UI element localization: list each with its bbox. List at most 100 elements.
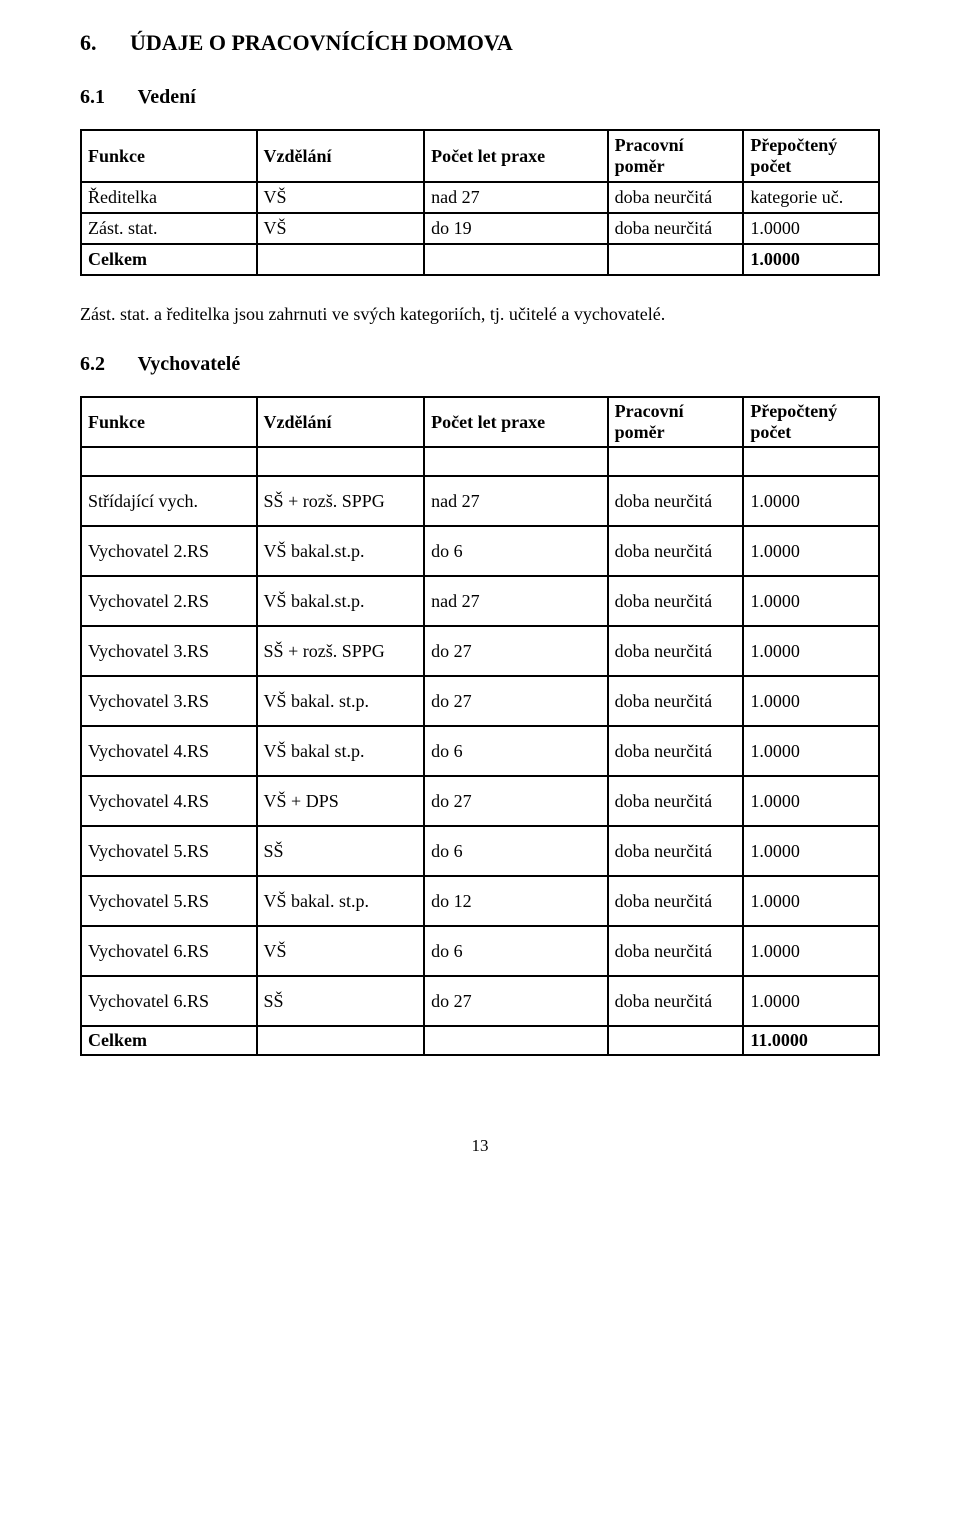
cell-vzdelani: VŠ bakal. st.p. xyxy=(257,676,425,726)
subsection-2-num: 6.2 xyxy=(80,353,105,376)
table-row: Vychovatel 5.RSSŠdo 6doba neurčitá1.0000 xyxy=(81,826,879,876)
table-row: Vychovatel 5.RSVŠ bakal. st.p.do 12doba … xyxy=(81,876,879,926)
cell-funkce: Vychovatel 3.RS xyxy=(81,676,257,726)
table-row: Vychovatel 3.RSVŠ bakal. st.p.do 27doba … xyxy=(81,676,879,726)
cell-funkce: Vychovatel 3.RS xyxy=(81,626,257,676)
table-row: Vychovatel 6.RSSŠdo 27doba neurčitá1.000… xyxy=(81,976,879,1026)
table-row: Vychovatel 4.RSVŠ bakal st.p.do 6doba ne… xyxy=(81,726,879,776)
cell-pocet: 1.0000 xyxy=(743,876,879,926)
table-header-row: Funkce Vzdělání Počet let praxe Pracovní… xyxy=(81,130,879,182)
cell-praxe: do 12 xyxy=(424,876,608,926)
cell-pomer: doba neurčitá xyxy=(608,876,744,926)
cell-pocet: 1.0000 xyxy=(743,676,879,726)
table-cell: VŠ xyxy=(257,213,425,244)
table-cell: 1.0000 xyxy=(743,213,879,244)
cell-funkce: Vychovatel 4.RS xyxy=(81,726,257,776)
total-blank xyxy=(257,1026,425,1055)
page-number: 13 xyxy=(80,1136,880,1156)
th-funkce: Funkce xyxy=(81,130,257,182)
table-row: ŘeditelkaVŠnad 27doba neurčitákategorie … xyxy=(81,182,879,213)
cell-pomer: doba neurčitá xyxy=(608,976,744,1026)
table-row: Zást. stat.VŠdo 19doba neurčitá1.0000 xyxy=(81,213,879,244)
cell-pomer: doba neurčitá xyxy=(608,676,744,726)
cell-pomer: doba neurčitá xyxy=(608,826,744,876)
th-vzdelani: Vzdělání xyxy=(257,130,425,182)
total-value: 1.0000 xyxy=(743,244,879,275)
spacer-cell xyxy=(424,447,608,476)
cell-praxe: do 27 xyxy=(424,776,608,826)
cell-pocet: 1.0000 xyxy=(743,726,879,776)
subsection-2-heading: 6.2 Vychovatelé xyxy=(80,353,880,376)
cell-vzdelani: VŠ bakal st.p. xyxy=(257,726,425,776)
cell-vzdelani: VŠ bakal. st.p. xyxy=(257,876,425,926)
table-row: Vychovatel 2.RSVŠ bakal.st.p.do 6doba ne… xyxy=(81,526,879,576)
cell-funkce: Vychovatel 6.RS xyxy=(81,976,257,1026)
cell-funkce: Vychovatel 4.RS xyxy=(81,776,257,826)
cell-praxe: do 27 xyxy=(424,676,608,726)
table-row: Vychovatel 6.RSVŠdo 6doba neurčitá1.0000 xyxy=(81,926,879,976)
subsection-1-num: 6.1 xyxy=(80,86,105,109)
cell-funkce: Vychovatel 5.RS xyxy=(81,826,257,876)
cell-pocet: 1.0000 xyxy=(743,526,879,576)
cell-praxe: do 6 xyxy=(424,526,608,576)
cell-funkce: Vychovatel 2.RS xyxy=(81,576,257,626)
cell-praxe: nad 27 xyxy=(424,576,608,626)
table-cell: kategorie uč. xyxy=(743,182,879,213)
subsection-2-title: Vychovatelé xyxy=(138,353,241,375)
total-label: Celkem xyxy=(81,1026,257,1055)
table-cell: nad 27 xyxy=(424,182,608,213)
table-cell: doba neurčitá xyxy=(608,182,744,213)
cell-pomer: doba neurčitá xyxy=(608,576,744,626)
spacer-cell xyxy=(608,447,744,476)
table-cell: Zást. stat. xyxy=(81,213,257,244)
table-header-spacer xyxy=(81,447,879,476)
section-heading: 6. ÚDAJE O PRACOVNÍCÍCH DOMOVA xyxy=(80,30,880,56)
th-praxe: Počet let praxe xyxy=(424,397,608,447)
total-blank xyxy=(424,1026,608,1055)
table-cell: VŠ xyxy=(257,182,425,213)
th-pomer: Pracovní poměr xyxy=(608,130,744,182)
total-blank xyxy=(608,244,744,275)
note-paragraph: Zást. stat. a ředitelka jsou zahrnuti ve… xyxy=(80,304,880,325)
total-blank xyxy=(424,244,608,275)
cell-pomer: doba neurčitá xyxy=(608,626,744,676)
cell-pocet: 1.0000 xyxy=(743,626,879,676)
page: 6. ÚDAJE O PRACOVNÍCÍCH DOMOVA 6.1 Veden… xyxy=(0,0,960,1186)
cell-pocet: 1.0000 xyxy=(743,576,879,626)
th-pomer: Pracovní poměr xyxy=(608,397,744,447)
total-value: 11.0000 xyxy=(743,1026,879,1055)
cell-pocet: 1.0000 xyxy=(743,476,879,526)
cell-vzdelani: VŠ bakal.st.p. xyxy=(257,526,425,576)
table-cell: doba neurčitá xyxy=(608,213,744,244)
subsection-1-heading: 6.1 Vedení xyxy=(80,86,880,109)
cell-pomer: doba neurčitá xyxy=(608,926,744,976)
cell-vzdelani: SŠ xyxy=(257,976,425,1026)
cell-pomer: doba neurčitá xyxy=(608,776,744,826)
section-num: 6. xyxy=(80,30,97,56)
subsection-1-title: Vedení xyxy=(138,86,196,108)
total-blank xyxy=(608,1026,744,1055)
table-row: Vychovatel 2.RSVŠ bakal.st.p.nad 27doba … xyxy=(81,576,879,626)
cell-pomer: doba neurčitá xyxy=(608,726,744,776)
table-cell: do 19 xyxy=(424,213,608,244)
table-total-row: Celkem 11.0000 xyxy=(81,1026,879,1055)
cell-vzdelani: SŠ xyxy=(257,826,425,876)
th-pocet: Přepočtený počet xyxy=(743,130,879,182)
table-vedeni: Funkce Vzdělání Počet let praxe Pracovní… xyxy=(80,129,880,276)
total-blank xyxy=(257,244,425,275)
table-row: Střídající vych.SŠ + rozš. SPPGnad 27dob… xyxy=(81,476,879,526)
cell-praxe: do 6 xyxy=(424,826,608,876)
cell-pocet: 1.0000 xyxy=(743,826,879,876)
cell-pomer: doba neurčitá xyxy=(608,526,744,576)
cell-vzdelani: SŠ + rozš. SPPG xyxy=(257,626,425,676)
th-vzdelani: Vzdělání xyxy=(257,397,425,447)
table-row: Vychovatel 3.RSSŠ + rozš. SPPGdo 27doba … xyxy=(81,626,879,676)
cell-vzdelani: VŠ + DPS xyxy=(257,776,425,826)
cell-vzdelani: SŠ + rozš. SPPG xyxy=(257,476,425,526)
cell-pocet: 1.0000 xyxy=(743,776,879,826)
table-row: Vychovatel 4.RSVŠ + DPSdo 27doba neurčit… xyxy=(81,776,879,826)
th-pocet: Přepočtený počet xyxy=(743,397,879,447)
cell-vzdelani: VŠ xyxy=(257,926,425,976)
cell-praxe: do 27 xyxy=(424,626,608,676)
section-title: ÚDAJE O PRACOVNÍCÍCH DOMOVA xyxy=(130,30,513,55)
